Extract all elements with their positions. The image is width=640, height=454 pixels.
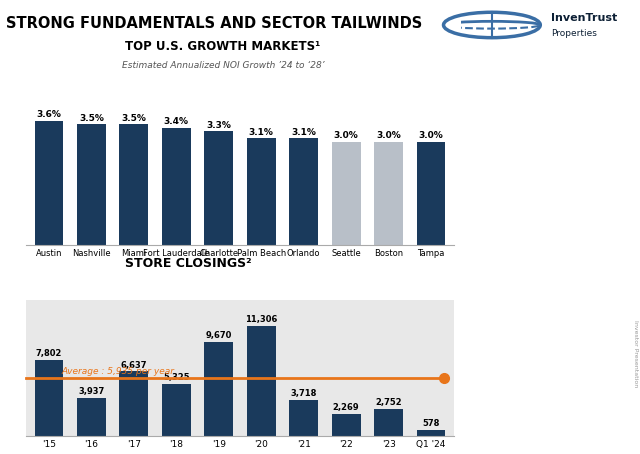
Text: Average : 5,935 per year: Average : 5,935 per year <box>61 367 175 375</box>
Text: STRONG FUNDAMENTALS AND SECTOR TAILWINDS: STRONG FUNDAMENTALS AND SECTOR TAILWINDS <box>6 16 422 31</box>
Bar <box>35 121 63 245</box>
Text: 2023 = ~4,650: 2023 = ~4,650 <box>509 352 579 361</box>
Bar <box>77 124 106 245</box>
Text: 3,718: 3,718 <box>291 389 317 398</box>
Bar <box>120 124 148 245</box>
Text: 3.3%: 3.3% <box>206 121 231 130</box>
Text: 3.0%: 3.0% <box>334 131 358 140</box>
Text: Investor Presentation: Investor Presentation <box>633 321 638 388</box>
Text: TOP U.S. GROWTH MARKETS¹: TOP U.S. GROWTH MARKETS¹ <box>125 40 321 53</box>
Text: 6,637: 6,637 <box>120 360 147 370</box>
Text: 3,937: 3,937 <box>78 387 104 396</box>
Text: 3.0%: 3.0% <box>376 131 401 140</box>
Text: 3.0%: 3.0% <box>419 131 444 140</box>
Text: 3.5%: 3.5% <box>122 114 147 123</box>
Bar <box>332 414 360 436</box>
Bar <box>247 138 276 245</box>
Bar <box>374 142 403 245</box>
Bar <box>417 430 445 436</box>
Bar <box>204 342 233 436</box>
Bar <box>35 360 63 436</box>
Text: STORE CLOSINGS²: STORE CLOSINGS² <box>125 257 252 270</box>
Bar <box>289 400 318 436</box>
Text: 7,802: 7,802 <box>36 349 62 358</box>
Text: Robust Sun Belt demographics and essential retail dynamics driving long-term gro: Robust Sun Belt demographics and essenti… <box>13 54 554 64</box>
Bar <box>204 131 233 245</box>
Text: Properties: Properties <box>550 29 596 38</box>
Bar <box>247 326 276 436</box>
Text: 5,325: 5,325 <box>163 373 189 382</box>
Text: 3.1%: 3.1% <box>249 128 274 137</box>
Bar <box>120 371 148 436</box>
Text: Q1 2024 = ~1,580: Q1 2024 = ~1,580 <box>502 367 586 376</box>
Text: InvenTrust: InvenTrust <box>550 13 617 23</box>
Text: Store Openings: Store Openings <box>499 332 589 342</box>
Bar <box>289 138 318 245</box>
Text: 3.1%: 3.1% <box>291 128 316 137</box>
Text: 3.5%: 3.5% <box>79 114 104 123</box>
Bar <box>77 398 106 436</box>
Text: 2,752: 2,752 <box>375 398 402 407</box>
Text: 3.6%: 3.6% <box>36 110 61 119</box>
Text: 2,269: 2,269 <box>333 403 360 412</box>
Bar <box>417 142 445 245</box>
Bar <box>162 128 191 245</box>
Text: 11,306: 11,306 <box>245 315 277 324</box>
Bar <box>162 384 191 436</box>
Bar <box>332 142 360 245</box>
Text: 578: 578 <box>422 419 440 429</box>
Bar <box>374 409 403 436</box>
Text: Current and Target
Sun Belt Markets: Current and Target Sun Belt Markets <box>492 114 596 138</box>
Text: Estimated Annualized NOI Growth ’24 to ‘28’: Estimated Annualized NOI Growth ’24 to ‘… <box>122 61 324 70</box>
Text: 9,670: 9,670 <box>205 331 232 340</box>
Text: 3.4%: 3.4% <box>164 117 189 126</box>
